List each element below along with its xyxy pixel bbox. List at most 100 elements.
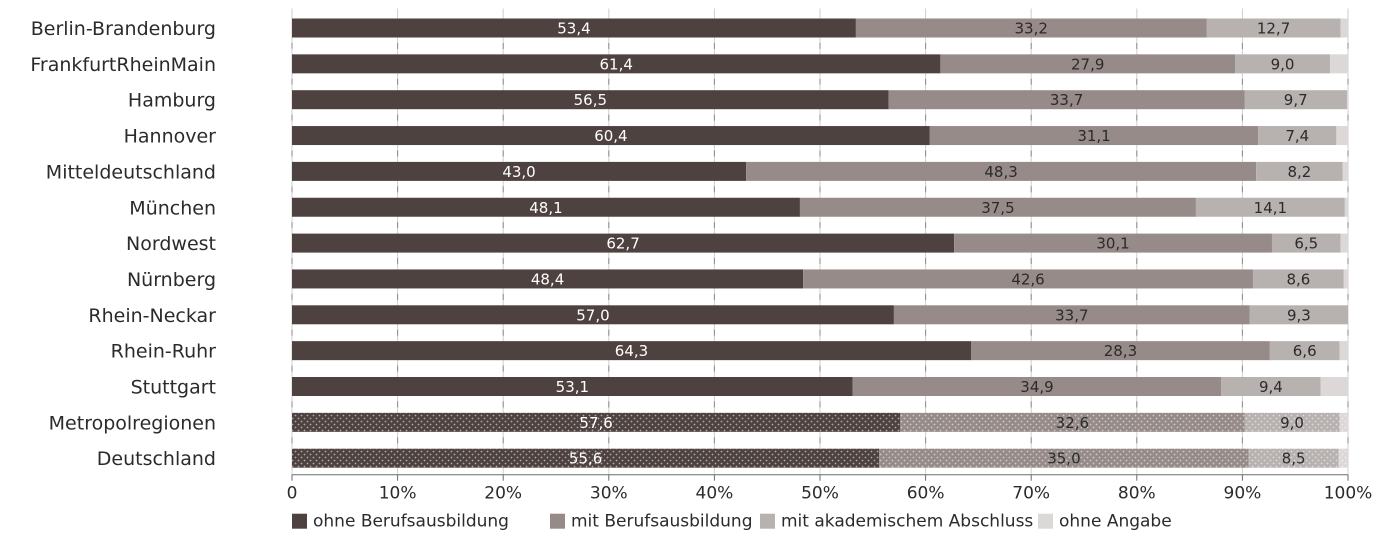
bar-segment <box>1258 126 1337 146</box>
bar-value-label: 37,5 <box>981 199 1014 217</box>
category-label: Deutschland <box>97 448 216 470</box>
bar-value-label: 30,1 <box>1096 235 1129 253</box>
bar-value-label: 28,3 <box>1104 342 1137 360</box>
bar-segment <box>1342 161 1348 181</box>
legend-swatch <box>760 513 775 529</box>
bar-segment <box>1343 269 1348 289</box>
category-labels: Berlin-Brandenburg FrankfurtRheinMain Hamb… <box>30 18 216 470</box>
bar-pattern <box>292 412 901 432</box>
bar-segment <box>1346 90 1348 110</box>
x-tick-label: 70% <box>1012 484 1050 504</box>
bar-value-label: 57,6 <box>579 414 612 432</box>
bar-value-label: 48,1 <box>529 199 562 217</box>
bar-value-label: 34,9 <box>1020 378 1053 396</box>
category-label: Rhein-Ruhr <box>111 341 217 363</box>
category-label: Berlin-Brandenburg <box>31 18 216 40</box>
bar-segment <box>292 126 930 146</box>
bar-segment <box>1221 377 1321 396</box>
category-label: FrankfurtRheinMain <box>30 54 216 76</box>
x-tick-label: 40% <box>696 484 734 504</box>
bar-segment <box>1206 18 1341 38</box>
bar-segment <box>292 377 853 396</box>
bar-segment <box>292 197 800 217</box>
bar-pattern <box>1339 412 1348 432</box>
legend-swatch <box>1038 513 1053 529</box>
bar-pattern <box>900 412 1245 432</box>
bar-value-label: 55,6 <box>569 450 602 468</box>
bar-segment <box>852 377 1222 396</box>
bar-segment <box>292 269 804 289</box>
bar-segment <box>292 54 941 74</box>
bar-value-label: 60,4 <box>594 127 627 145</box>
legend-label: mit akademischem Abschluss <box>781 512 1033 532</box>
legend: ohne Berufsausbildung mit Berufsausbildun… <box>292 512 1172 532</box>
bar-segment <box>803 269 1253 289</box>
category-label: Mitteldeutschland <box>46 161 216 183</box>
bar-value-label: 64,3 <box>615 342 648 360</box>
bar-segment <box>799 197 1196 217</box>
category-label: Hamburg <box>128 90 216 112</box>
bar-value-label: 9,4 <box>1259 378 1283 396</box>
bar-value-label: 6,6 <box>1293 342 1317 360</box>
bar-segment <box>746 161 1257 181</box>
bar-pattern <box>879 448 1249 468</box>
bars: 53,4 33,2 12,7 61,4 27,9 9,0 56,5 33,7 9,7 60,4 31… <box>292 18 1348 468</box>
bar-segment <box>1249 305 1348 325</box>
bar-value-label: 53,1 <box>556 378 589 396</box>
bar-value-label: 9,7 <box>1284 91 1308 109</box>
x-tick-label: 0 <box>287 484 298 504</box>
bar-segment <box>1269 341 1340 361</box>
bar-segment <box>929 126 1259 146</box>
bar-pattern <box>1248 448 1339 468</box>
x-tick-label: 10% <box>379 484 417 504</box>
bar-segment <box>1235 54 1331 74</box>
bar-segment <box>292 341 972 361</box>
bar-value-label: 8,6 <box>1286 270 1310 288</box>
bar-segment <box>888 90 1245 110</box>
bar-segment <box>893 305 1250 325</box>
bar-value-label: 6,5 <box>1294 235 1318 253</box>
legend-label: ohne Angabe <box>1059 512 1172 532</box>
bar-segment <box>1336 126 1348 146</box>
bar-value-label: 33,2 <box>1014 20 1047 38</box>
category-label: Metropolregionen <box>49 412 216 434</box>
bar-value-label: 62,7 <box>606 235 639 253</box>
bar-segment <box>1256 161 1343 181</box>
bar-value-label: 43,0 <box>502 163 535 181</box>
x-axis: 0 10% 20% 30% 40% 50% 60% 70% 80% 90% 100% <box>287 474 1372 504</box>
bar-segment <box>1271 233 1341 253</box>
bar-pattern <box>1244 412 1340 432</box>
legend-swatch <box>550 513 565 529</box>
bar-segment <box>1195 197 1345 217</box>
bar-segment <box>1330 54 1348 74</box>
bar-segment <box>940 54 1236 74</box>
bar-value-label: 31,1 <box>1077 127 1110 145</box>
bar-segment <box>954 233 1272 253</box>
bar-value-label: 61,4 <box>599 55 632 73</box>
bar-value-label: 33,7 <box>1055 306 1088 324</box>
legend-swatch <box>292 513 307 529</box>
bar-pattern <box>292 448 880 468</box>
bar-value-label: 14,1 <box>1254 199 1287 217</box>
bar-pattern <box>1338 448 1348 468</box>
bar-value-label: 12,7 <box>1257 20 1290 38</box>
category-label: Hannover <box>124 126 217 148</box>
category-label: Nürnberg <box>127 269 216 291</box>
x-tick-label: 30% <box>590 484 628 504</box>
bar-segment <box>1340 233 1348 253</box>
bar-value-label: 8,5 <box>1282 450 1306 468</box>
bar-segment <box>855 18 1207 38</box>
bar-value-label: 57,0 <box>576 306 609 324</box>
x-tick-label: 90% <box>1224 484 1262 504</box>
category-label: Rhein-Neckar <box>88 305 216 327</box>
bar-value-label: 27,9 <box>1071 55 1104 73</box>
bar-value-label: 8,2 <box>1287 163 1311 181</box>
bar-segment <box>1320 377 1348 396</box>
bar-segment <box>292 233 955 253</box>
x-tick-label: 20% <box>484 484 522 504</box>
bar-value-label: 42,6 <box>1011 270 1044 288</box>
bar-value-label: 33,7 <box>1050 91 1083 109</box>
legend-label: ohne Berufsausbildung <box>313 512 509 532</box>
bar-segment <box>1244 90 1347 110</box>
bar-value-label: 7,4 <box>1285 127 1309 145</box>
